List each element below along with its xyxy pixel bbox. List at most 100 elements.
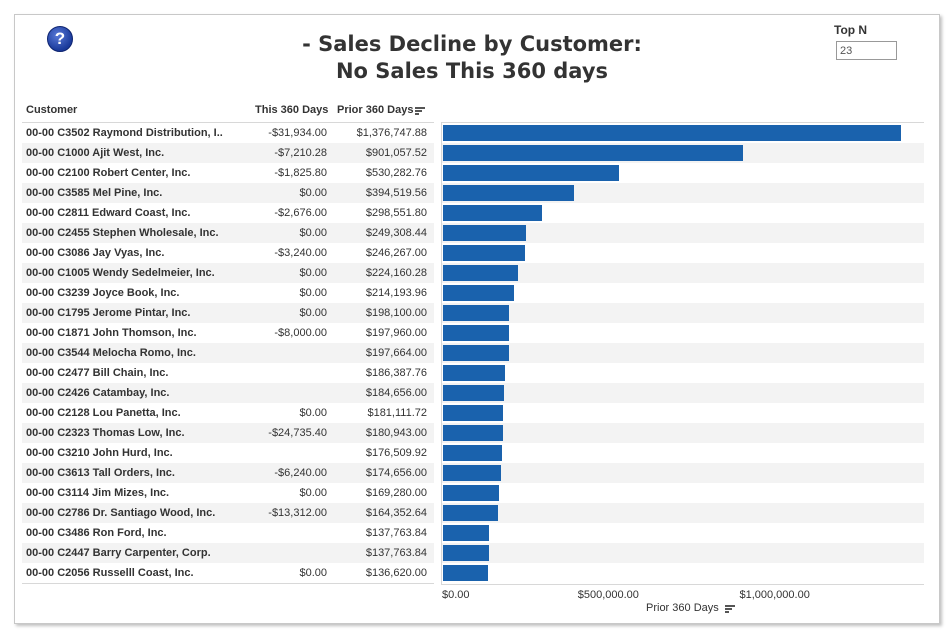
this-360-cell: $0.00 [299, 487, 327, 499]
help-icon[interactable]: ? [47, 26, 73, 52]
table-row[interactable]: 00-00 C2447 Barry Carpenter, Corp. $137,7… [22, 543, 434, 563]
this-360-column-header[interactable]: This 360 Days [255, 104, 329, 116]
prior-360-cell: $164,352.64 [365, 507, 427, 519]
customer-cell: 00-00 C2128 Lou Panetta, Inc. [26, 407, 181, 419]
bar[interactable] [443, 565, 488, 581]
customer-column-header[interactable]: Customer [26, 104, 78, 116]
bar-chart-plot [441, 122, 924, 585]
table-row[interactable]: 00-00 C2100 Robert Center, Inc. -$1,825.8… [22, 163, 434, 183]
prior-360-cell: $901,057.52 [365, 147, 427, 159]
table-row[interactable]: 00-00 C3613 Tall Orders, Inc. -$6,240.00 $… [22, 463, 434, 483]
prior-360-cell: $224,160.28 [365, 267, 427, 279]
prior-360-cell: $174,656.00 [365, 467, 427, 479]
bar[interactable] [443, 505, 498, 521]
prior-360-cell: $298,551.80 [365, 207, 427, 219]
this-360-cell: -$3,240.00 [274, 247, 327, 259]
table-row[interactable]: 00-00 C2128 Lou Panetta, Inc. $0.00 $181,1… [22, 403, 434, 423]
bar[interactable] [443, 545, 489, 561]
sort-descending-icon[interactable] [415, 107, 425, 115]
row-band [442, 263, 924, 283]
this-360-cell: $0.00 [299, 307, 327, 319]
bar[interactable] [443, 205, 542, 221]
top-n-input[interactable] [836, 41, 897, 60]
this-360-cell: -$1,825.80 [274, 167, 327, 179]
table-row[interactable]: 00-00 C3239 Joyce Book, Inc. $0.00 $214,19… [22, 283, 434, 303]
prior-360-cell: $184,656.00 [365, 387, 427, 399]
prior-360-column-header[interactable]: Prior 360 Days [337, 104, 414, 116]
table-row[interactable]: 00-00 C3210 John Hurd, Inc. $176,509.92 [22, 443, 434, 463]
this-360-cell: -$8,000.00 [274, 327, 327, 339]
bar[interactable] [443, 385, 504, 401]
row-band [442, 343, 924, 363]
bar[interactable] [443, 425, 503, 441]
table-row[interactable]: 00-00 C2323 Thomas Low, Inc. -$24,735.40 $… [22, 423, 434, 443]
table-row[interactable]: 00-00 C3502 Raymond Distribution, I.. -$3… [22, 123, 434, 143]
bar[interactable] [443, 465, 501, 481]
prior-360-cell: $137,763.84 [365, 527, 427, 539]
this-360-cell: $0.00 [299, 567, 327, 579]
customer-cell: 00-00 C3086 Jay Vyas, Inc. [26, 247, 165, 259]
table-row[interactable]: 00-00 C2455 Stephen Wholesale, Inc. $0.00… [22, 223, 434, 243]
top-n-label: Top N [834, 23, 868, 37]
prior-360-cell: $137,763.84 [365, 547, 427, 559]
prior-360-cell: $180,943.00 [365, 427, 427, 439]
bar[interactable] [443, 345, 509, 361]
this-360-cell: -$7,210.28 [274, 147, 327, 159]
customer-cell: 00-00 C1795 Jerome Pintar, Inc. [26, 307, 191, 319]
table-row[interactable]: 00-00 C3544 Melocha Romo, Inc. $197,664.0… [22, 343, 434, 363]
prior-360-cell: $394,519.56 [365, 187, 427, 199]
prior-360-cell: $530,282.76 [365, 167, 427, 179]
bar[interactable] [443, 405, 503, 421]
table-row[interactable]: 00-00 C3086 Jay Vyas, Inc. -$3,240.00 $246… [22, 243, 434, 263]
table-row[interactable]: 00-00 C1000 Ajit West, Inc. -$7,210.28 $90… [22, 143, 434, 163]
table-row[interactable]: 00-00 C2056 Russelll Coast, Inc. $0.00 $13… [22, 563, 434, 583]
prior-360-cell: $249,308.44 [365, 227, 427, 239]
bar[interactable] [443, 145, 743, 161]
bar[interactable] [443, 525, 489, 541]
this-360-cell: $0.00 [299, 187, 327, 199]
customer-cell: 00-00 C3544 Melocha Romo, Inc. [26, 347, 196, 359]
customer-cell: 00-00 C2100 Robert Center, Inc. [26, 167, 191, 179]
axis-sort-icon[interactable] [725, 605, 735, 613]
x-tick-label: $0.00 [442, 589, 470, 601]
customer-cell: 00-00 C3239 Joyce Book, Inc. [26, 287, 180, 299]
this-360-cell: $0.00 [299, 267, 327, 279]
row-band [442, 303, 924, 323]
table-row[interactable]: 00-00 C2426 Catambay, Inc. $184,656.00 [22, 383, 434, 403]
table-row[interactable]: 00-00 C1795 Jerome Pintar, Inc. $0.00 $198… [22, 303, 434, 323]
table-row[interactable]: 00-00 C2786 Dr. Santiago Wood, Inc. -$13,… [22, 503, 434, 523]
bar[interactable] [443, 325, 509, 341]
bar[interactable] [443, 265, 518, 281]
customer-cell: 00-00 C3613 Tall Orders, Inc. [26, 467, 175, 479]
bar[interactable] [443, 185, 574, 201]
customer-cell: 00-00 C2056 Russelll Coast, Inc. [26, 567, 194, 579]
prior-360-cell: $197,664.00 [365, 347, 427, 359]
prior-360-cell: $186,387.76 [365, 367, 427, 379]
table-row[interactable]: 00-00 C1005 Wendy Sedelmeier, Inc. $0.00 $… [22, 263, 434, 283]
row-band [442, 503, 924, 523]
prior-360-cell: $198,100.00 [365, 307, 427, 319]
bar[interactable] [443, 365, 505, 381]
bar[interactable] [443, 225, 526, 241]
table-row[interactable]: 00-00 C3585 Mel Pine, Inc. $0.00 $394,519.… [22, 183, 434, 203]
customer-cell: 00-00 C1005 Wendy Sedelmeier, Inc. [26, 267, 215, 279]
bar[interactable] [443, 125, 901, 141]
table-row[interactable]: 00-00 C2811 Edward Coast, Inc. -$2,676.00… [22, 203, 434, 223]
table-row[interactable]: 00-00 C1871 John Thomson, Inc. -$8,000.00… [22, 323, 434, 343]
bar[interactable] [443, 245, 525, 261]
bar[interactable] [443, 165, 619, 181]
bar[interactable] [443, 285, 514, 301]
bar[interactable] [443, 485, 499, 501]
row-band [442, 383, 924, 403]
bar[interactable] [443, 445, 502, 461]
customer-cell: 00-00 C3585 Mel Pine, Inc. [26, 187, 163, 199]
table-row[interactable]: 00-00 C3114 Jim Mizes, Inc. $0.00 $169,280… [22, 483, 434, 503]
table-row[interactable]: 00-00 C2477 Bill Chain, Inc. $186,387.76 [22, 363, 434, 383]
customer-cell: 00-00 C3210 John Hurd, Inc. [26, 447, 173, 459]
bar[interactable] [443, 305, 509, 321]
table-row[interactable]: 00-00 C3486 Ron Ford, Inc. $137,763.84 [22, 523, 434, 543]
page-title: - Sales Decline by Customer: No Sales Th… [272, 31, 672, 85]
this-360-cell: -$2,676.00 [274, 207, 327, 219]
title-line-2: No Sales This 360 days [335, 59, 609, 83]
this-360-cell: -$31,934.00 [268, 127, 327, 139]
